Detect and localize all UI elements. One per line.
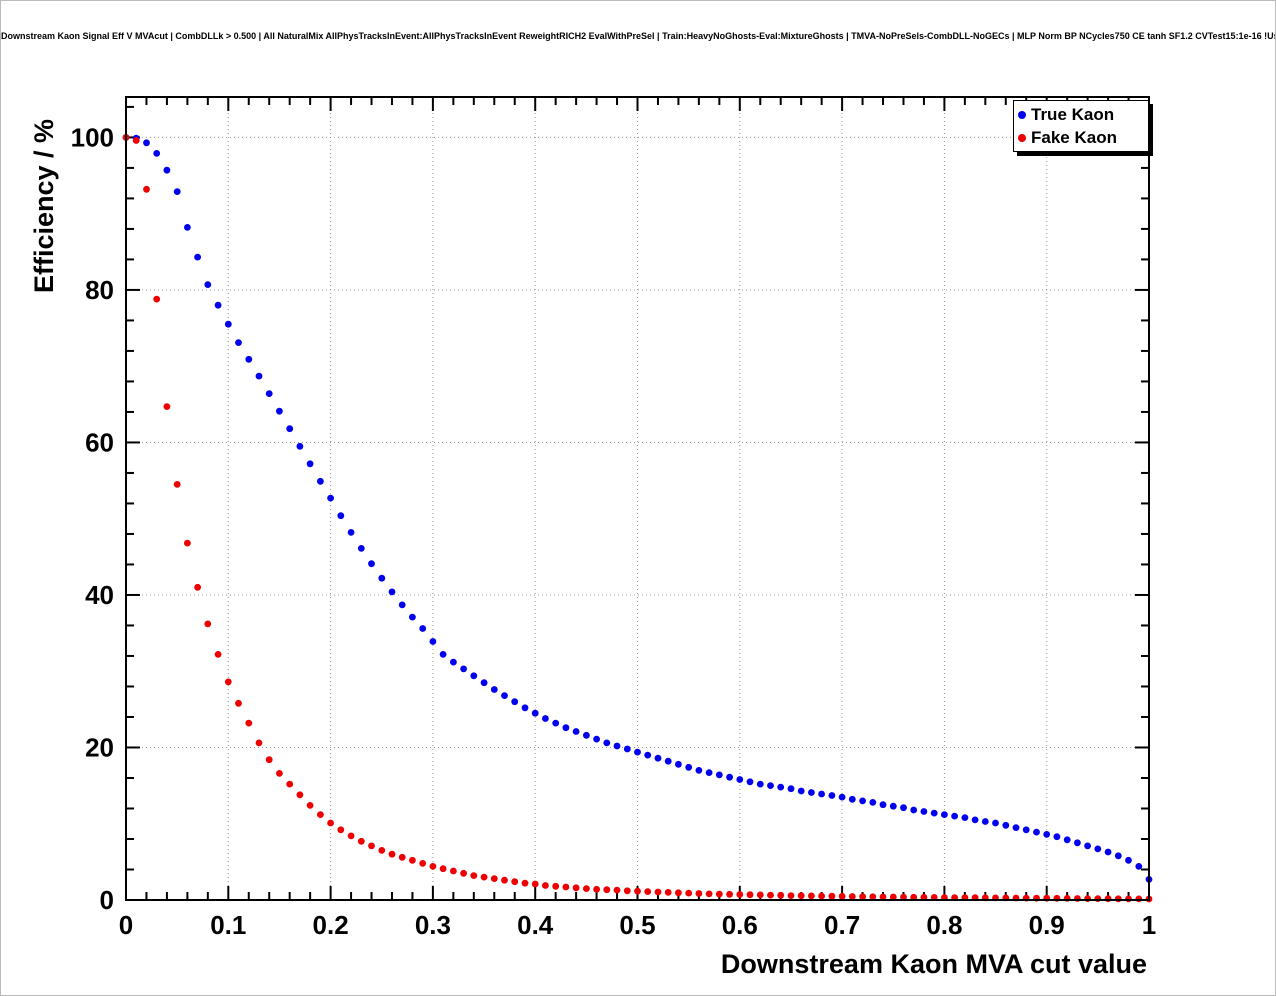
svg-text:0.1: 0.1 — [210, 910, 246, 940]
grid — [126, 97, 1150, 900]
svg-text:80: 80 — [85, 275, 114, 305]
svg-text:0.4: 0.4 — [517, 910, 554, 940]
legend-entry-true-kaon: True Kaon — [1014, 103, 1148, 126]
chart-title: Downstream Kaon Signal Eff V MVAcut | Co… — [1, 31, 1276, 41]
y-axis-title: Efficiency / % — [29, 118, 59, 293]
fake-kaon-marker-icon — [1018, 133, 1026, 142]
svg-text:40: 40 — [85, 580, 114, 610]
plot-area — [126, 97, 1149, 900]
legend-entry-fake-kaon: Fake Kaon — [1014, 126, 1148, 149]
legend: True Kaon Fake Kaon — [1013, 100, 1149, 152]
svg-text:0: 0 — [100, 885, 114, 915]
svg-text:1: 1 — [1142, 910, 1156, 940]
true-kaon-marker-icon — [1018, 110, 1026, 119]
svg-text:20: 20 — [85, 732, 114, 762]
series-true-kaon-points — [122, 134, 1153, 883]
svg-text:60: 60 — [85, 427, 114, 457]
legend-label-fake-kaon: Fake Kaon — [1031, 127, 1117, 147]
svg-text:0.6: 0.6 — [722, 910, 758, 940]
x-tick-labels: 0 0.1 0.2 0.3 0.4 0.5 0.6 0.7 0.8 0.9 1 — [119, 910, 1156, 940]
svg-text:0.9: 0.9 — [1029, 910, 1065, 940]
svg-text:0: 0 — [119, 910, 133, 940]
legend-label-true-kaon: True Kaon — [1031, 104, 1115, 124]
plot-frame — [125, 96, 1150, 901]
x-axis-title: Downstream Kaon MVA cut value — [720, 949, 1147, 979]
series-fake-kaon-points — [122, 134, 1153, 903]
axis-ticks — [125, 97, 1150, 901]
svg-text:0.8: 0.8 — [926, 910, 962, 940]
svg-text:100: 100 — [71, 122, 114, 152]
svg-text:0.5: 0.5 — [619, 910, 655, 940]
svg-text:0.3: 0.3 — [415, 910, 451, 940]
y-tick-labels: 0 20 40 60 80 100 — [71, 122, 114, 915]
svg-text:0.7: 0.7 — [824, 910, 860, 940]
svg-text:0.2: 0.2 — [313, 910, 349, 940]
